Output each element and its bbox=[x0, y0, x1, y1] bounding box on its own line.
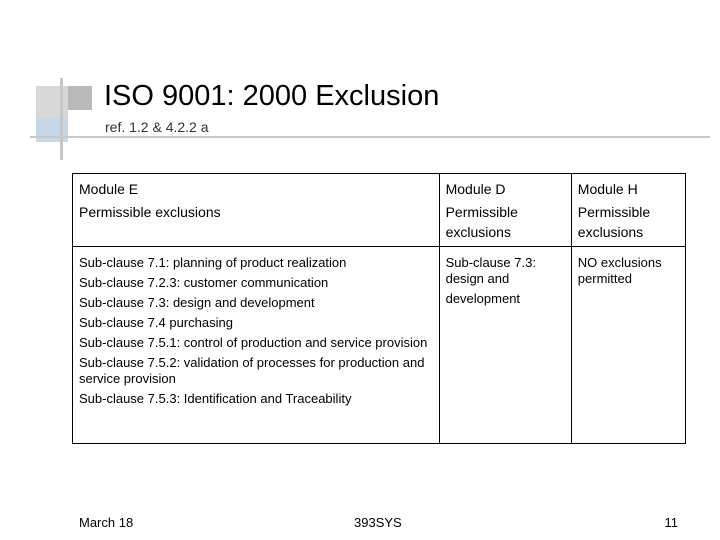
exclusion-table: Module E Permissible exclusions Module D… bbox=[72, 173, 687, 444]
decor-horizontal-line bbox=[30, 136, 710, 138]
module-e-label: Module E bbox=[79, 181, 139, 197]
module-h-text: NO exclusions permitted bbox=[577, 255, 662, 286]
module-d-line: Sub-clause 7.3: design and bbox=[445, 255, 536, 286]
clause-item: Sub-clause 7.4 purchasing bbox=[79, 315, 233, 330]
module-e-heading: Permissible exclusions bbox=[79, 204, 221, 220]
clause-item: Sub-clause 7.5.1: control of production … bbox=[79, 335, 428, 350]
decor-square-dark bbox=[68, 86, 92, 110]
footer-date: March 18 bbox=[79, 515, 134, 530]
clause-item: Sub-clause 7.5.3: Identification and Tra… bbox=[79, 391, 352, 406]
header-cell-module-h: Module H Permissible exclusions bbox=[570, 173, 687, 247]
module-h-label: Module H bbox=[577, 181, 638, 197]
header-cell-module-d: Module D Permissible exclusions bbox=[438, 173, 572, 247]
clause-item: Sub-clause 7.3: design and development bbox=[79, 295, 315, 310]
clause-item: Sub-clause 7.1: planning of product real… bbox=[79, 255, 347, 270]
decor-square-gray bbox=[36, 86, 68, 118]
module-h-cell: NO exclusions permitted bbox=[570, 246, 687, 444]
decor-vertical-line bbox=[60, 78, 63, 160]
module-d-line: development bbox=[445, 291, 521, 306]
table-body-row: Sub-clause 7.1: planning of product real… bbox=[72, 246, 687, 444]
table-header-row: Module E Permissible exclusions Module D… bbox=[72, 173, 687, 247]
clause-item: Sub-clause 7.5.2: validation of processe… bbox=[79, 355, 425, 386]
footer-course: 393SYS bbox=[354, 515, 402, 530]
slide-subtitle: ref. 1.2 & 4.2.2 a bbox=[105, 119, 209, 135]
module-d-label: Module D bbox=[445, 181, 506, 197]
header-cell-module-e: Module E Permissible exclusions bbox=[72, 173, 440, 247]
decor-square-blue bbox=[36, 118, 68, 142]
clause-item: Sub-clause 7.2.3: customer communication bbox=[79, 275, 329, 290]
module-e-cell: Sub-clause 7.1: planning of product real… bbox=[72, 246, 440, 444]
module-h-heading: Permissible exclusions bbox=[577, 204, 651, 240]
footer-page-number: 11 bbox=[664, 515, 679, 530]
module-d-cell: Sub-clause 7.3: design and development bbox=[438, 246, 572, 444]
slide-title: ISO 9001: 2000 Exclusion bbox=[104, 80, 440, 112]
module-d-heading: Permissible exclusions bbox=[445, 204, 518, 240]
